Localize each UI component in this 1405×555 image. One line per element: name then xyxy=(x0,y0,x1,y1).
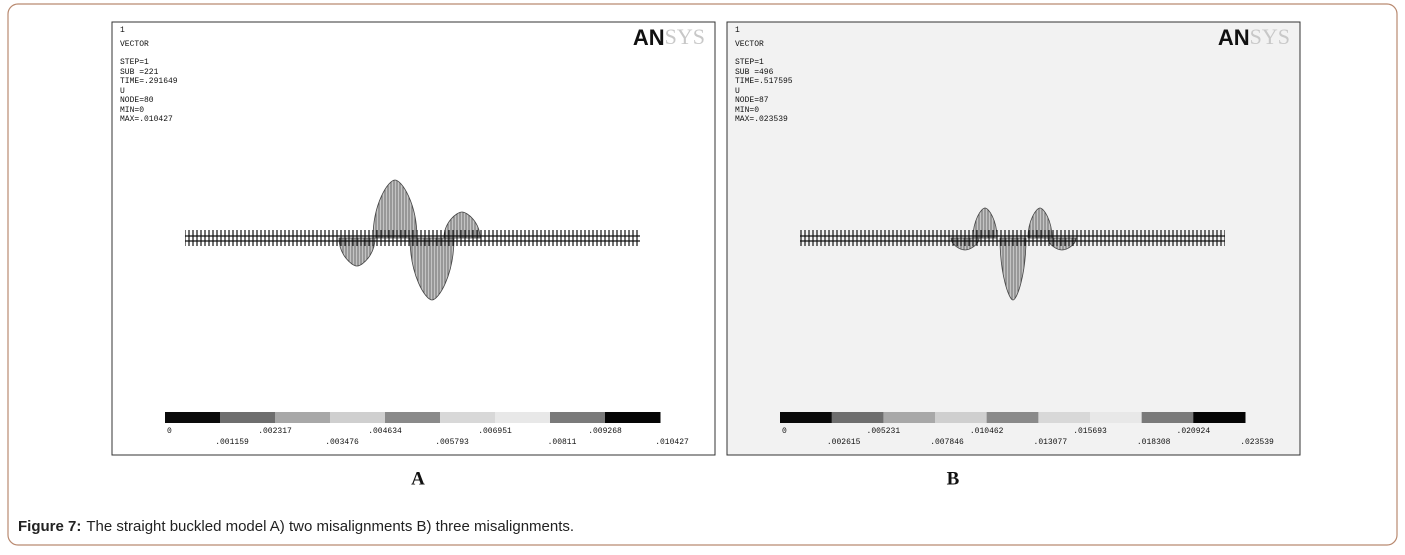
deflection-lobe xyxy=(409,237,455,301)
legend-swatch xyxy=(883,412,936,423)
header-line: NODE=80 xyxy=(120,96,154,105)
legend-label: .023539 xyxy=(1240,438,1274,447)
deflection-lobe xyxy=(999,237,1027,301)
legend-label: .005231 xyxy=(867,427,901,436)
header-line: SUB =496 xyxy=(735,68,774,77)
header-line: VECTOR xyxy=(735,40,764,49)
header-line: MAX=.010427 xyxy=(120,115,173,124)
legend-swatch xyxy=(935,412,988,423)
legend-label: .020924 xyxy=(1177,427,1211,436)
legend-swatch xyxy=(986,412,1039,423)
legend-swatch xyxy=(1090,412,1143,423)
header-line: STEP=1 xyxy=(120,58,149,67)
legend-swatch xyxy=(831,412,884,423)
header-line: MIN=0 xyxy=(120,106,144,115)
rail-ties xyxy=(185,230,640,246)
legend-label: .006951 xyxy=(478,427,512,436)
legend-swatch xyxy=(780,412,833,423)
legend-label: .007846 xyxy=(930,438,964,447)
logo-light: SYS xyxy=(1250,24,1290,49)
legend-swatch xyxy=(385,412,441,423)
caption: Figure 7: The straight buckled model A) t… xyxy=(18,518,574,535)
header-line: SUB =221 xyxy=(120,68,159,77)
legend-label: .009268 xyxy=(588,427,622,436)
header-line: NODE=87 xyxy=(735,96,769,105)
legend-label: .015693 xyxy=(1073,427,1107,436)
legend-swatch xyxy=(165,412,221,423)
header-line: TIME=.517595 xyxy=(735,77,793,86)
legend-label: 0 xyxy=(167,427,172,436)
legend-swatch xyxy=(605,412,661,423)
logo-bold: AN xyxy=(1218,25,1250,50)
legend-label: .018308 xyxy=(1137,438,1171,447)
panel-label: A xyxy=(411,468,425,489)
legend-swatch xyxy=(275,412,331,423)
legend-swatch xyxy=(220,412,276,423)
caption-text: The straight buckled model A) two misali… xyxy=(86,518,574,535)
header-line: STEP=1 xyxy=(735,58,764,67)
legend-label: .005793 xyxy=(435,438,469,447)
header-line: TIME=.291649 xyxy=(120,77,178,86)
legend-label: .010427 xyxy=(655,438,689,447)
header-line: 1 xyxy=(735,26,740,35)
header-line: MIN=0 xyxy=(735,106,759,115)
legend-swatch xyxy=(495,412,551,423)
legend-label: .00811 xyxy=(548,438,577,447)
header-line: 1 xyxy=(120,26,125,35)
legend-swatch xyxy=(1038,412,1091,423)
logo: ANSYS xyxy=(633,24,705,50)
logo-bold: AN xyxy=(633,25,665,50)
legend-label: .010462 xyxy=(970,427,1004,436)
logo-light: SYS xyxy=(665,24,705,49)
legend-swatch xyxy=(330,412,386,423)
header-line: VECTOR xyxy=(120,40,149,49)
legend-label: .001159 xyxy=(215,438,249,447)
legend-swatch xyxy=(440,412,496,423)
legend-swatch xyxy=(1141,412,1194,423)
legend-label: .013077 xyxy=(1034,438,1068,447)
legend-swatch xyxy=(1193,412,1246,423)
panel-label: B xyxy=(947,468,960,489)
logo: ANSYS xyxy=(1218,24,1290,50)
rail-ties xyxy=(800,230,1225,246)
legend-label: .003476 xyxy=(325,438,359,447)
caption-label: Figure 7: xyxy=(18,518,81,535)
legend-label: .002317 xyxy=(258,427,292,436)
deflection-lobe xyxy=(372,179,418,239)
header-line: U xyxy=(120,87,125,96)
header-line: MAX=.023539 xyxy=(735,115,788,124)
legend-swatch xyxy=(550,412,606,423)
legend-label: .004634 xyxy=(368,427,402,436)
legend-label: 0 xyxy=(782,427,787,436)
legend-label: .002615 xyxy=(827,438,861,447)
header-line: U xyxy=(735,87,740,96)
